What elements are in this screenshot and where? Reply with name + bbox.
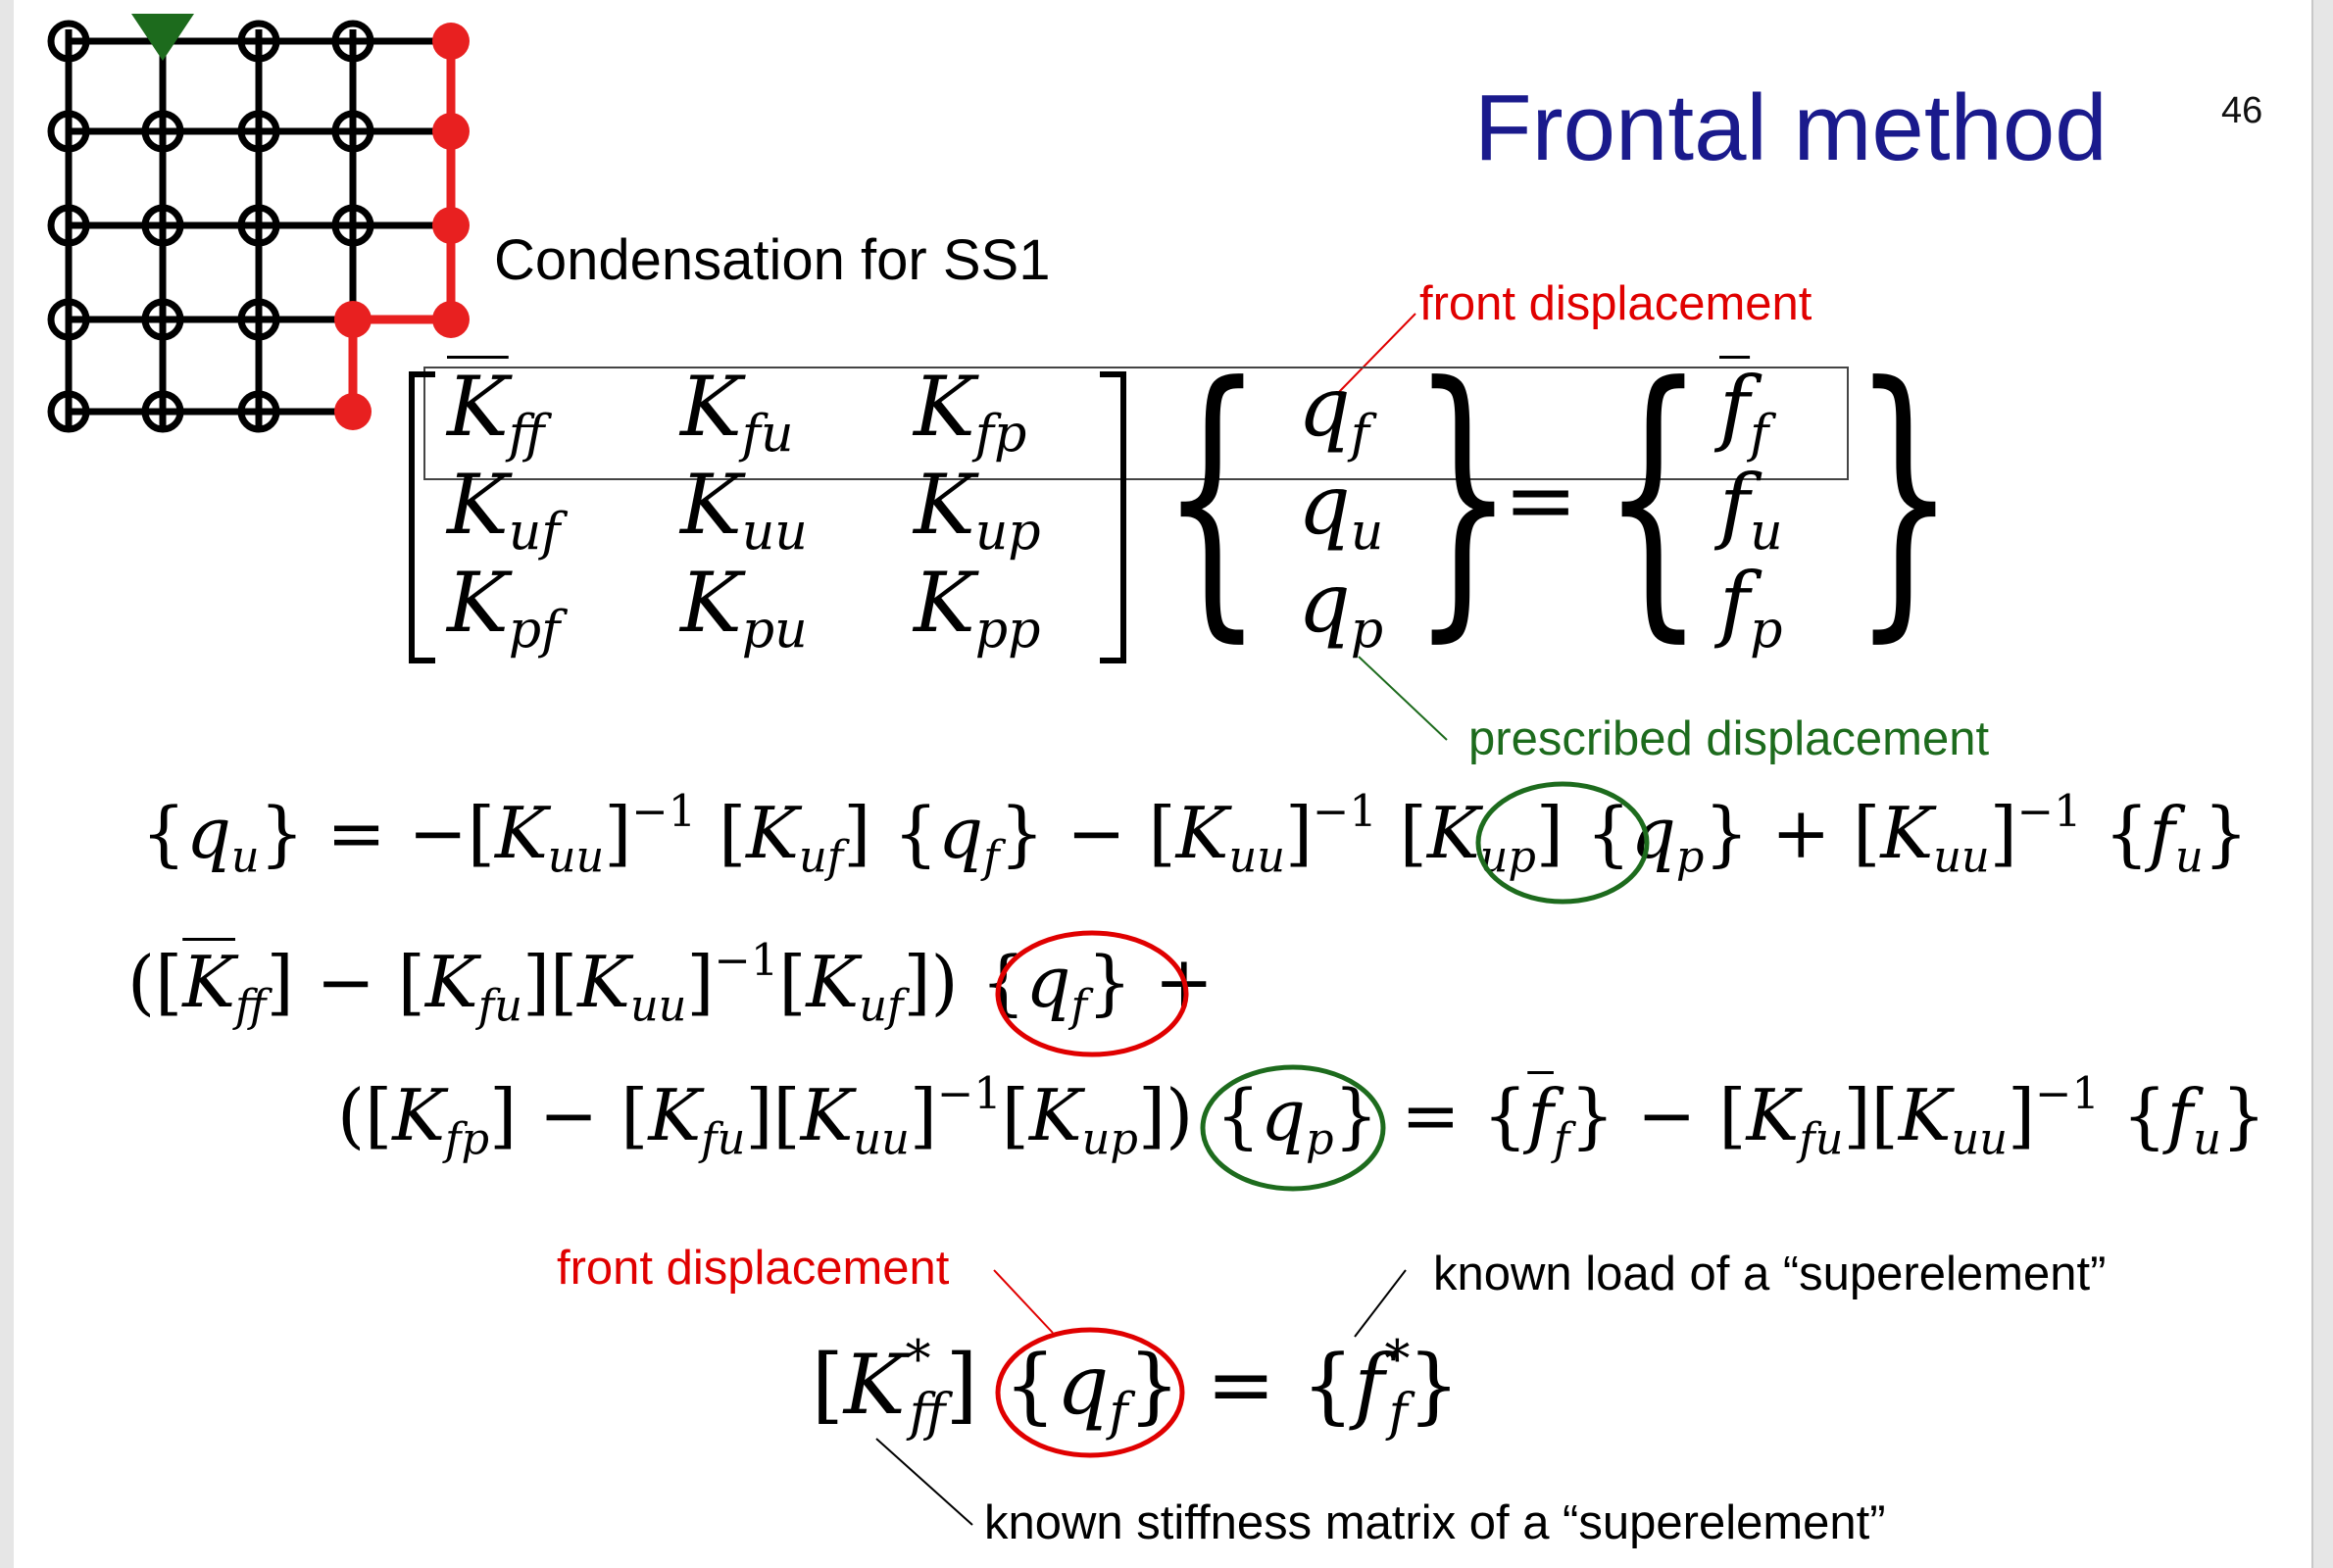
prescribed-circle-eq2 xyxy=(1200,1064,1386,1192)
matrix-left-bracket xyxy=(409,371,435,663)
equation-condensed-line1: ([Kff] − [Kfu][Kuu]−1[Kuf]) {qf} + xyxy=(127,934,1215,1032)
vector-f-p: fp xyxy=(1719,555,1783,661)
label-front-displacement-bottom: front displacement xyxy=(557,1242,950,1295)
slide-edge-right xyxy=(2311,0,2333,1568)
matrix-K-pu: Kpu xyxy=(680,555,808,661)
equation-condensed-line2: ([Kfp] − [Kfu][Kuu]−1[Kup]) {qp} = {ff} … xyxy=(337,1067,2266,1165)
front-row-highlight xyxy=(423,367,1849,480)
label-known-load: known load of a “superelement” xyxy=(1433,1248,2107,1300)
vector-q-f: qf xyxy=(1298,359,1370,465)
annotation-leaders xyxy=(875,313,1448,1526)
vector-f-f-bar: ff xyxy=(1719,359,1769,465)
q-vector-right-brace: } xyxy=(1412,324,1514,666)
equation-qu: {qu} = −[Kuu]−1 [Kuf] {qf} − [Kuu]−1 [Ku… xyxy=(141,785,2249,883)
label-prescribed-displacement: prescribed displacement xyxy=(1468,712,1990,765)
vector-q-u: qu xyxy=(1298,457,1384,563)
front-circle-eq2 xyxy=(995,930,1189,1057)
equation-superelement: [K*ff] {qf} = {f*f} xyxy=(812,1330,1461,1443)
matrix-K-fu: Kfu xyxy=(680,359,794,465)
slide-title: Frontal method xyxy=(1474,75,2108,180)
matrix-K-uf: Kuf xyxy=(447,457,561,563)
matrix-K-pf: Kpf xyxy=(447,555,561,661)
label-front-displacement-top: front displacement xyxy=(1419,277,1812,330)
vector-q-p: qp xyxy=(1298,555,1384,661)
matrix-K-fp: Kfp xyxy=(914,359,1027,465)
q-vector-left-brace: { xyxy=(1161,324,1264,666)
matrix-K-ff-bar: Kff xyxy=(447,359,545,465)
slide-subtitle: Condensation for SS1 xyxy=(494,228,1051,292)
front-circle-final xyxy=(995,1327,1185,1458)
mesh-grid-icon xyxy=(47,14,470,433)
f-vector-left-brace: { xyxy=(1602,324,1705,666)
prescribed-circle-eq1 xyxy=(1475,781,1650,905)
slide: Frontal method 46 Condensation for SS1 f… xyxy=(14,0,2313,1568)
matrix-K-pp: Kpp xyxy=(914,555,1041,661)
matrix-right-bracket xyxy=(1100,371,1126,663)
vector-f-u: fu xyxy=(1719,457,1783,563)
block-matrix-equation: Kff Kfu Kfp Kuf Kuu Kup Kpf Kpu Kpp { } … xyxy=(386,349,1956,666)
f-vector-right-brace: } xyxy=(1853,324,1956,666)
matrix-K-uu: Kuu xyxy=(680,457,808,563)
equals-sign: = xyxy=(1504,449,1578,552)
label-known-stiffness: known stiffness matrix of a “superelemen… xyxy=(984,1496,1886,1549)
page-number: 46 xyxy=(2221,90,2263,131)
matrix-K-up: Kup xyxy=(914,457,1041,563)
